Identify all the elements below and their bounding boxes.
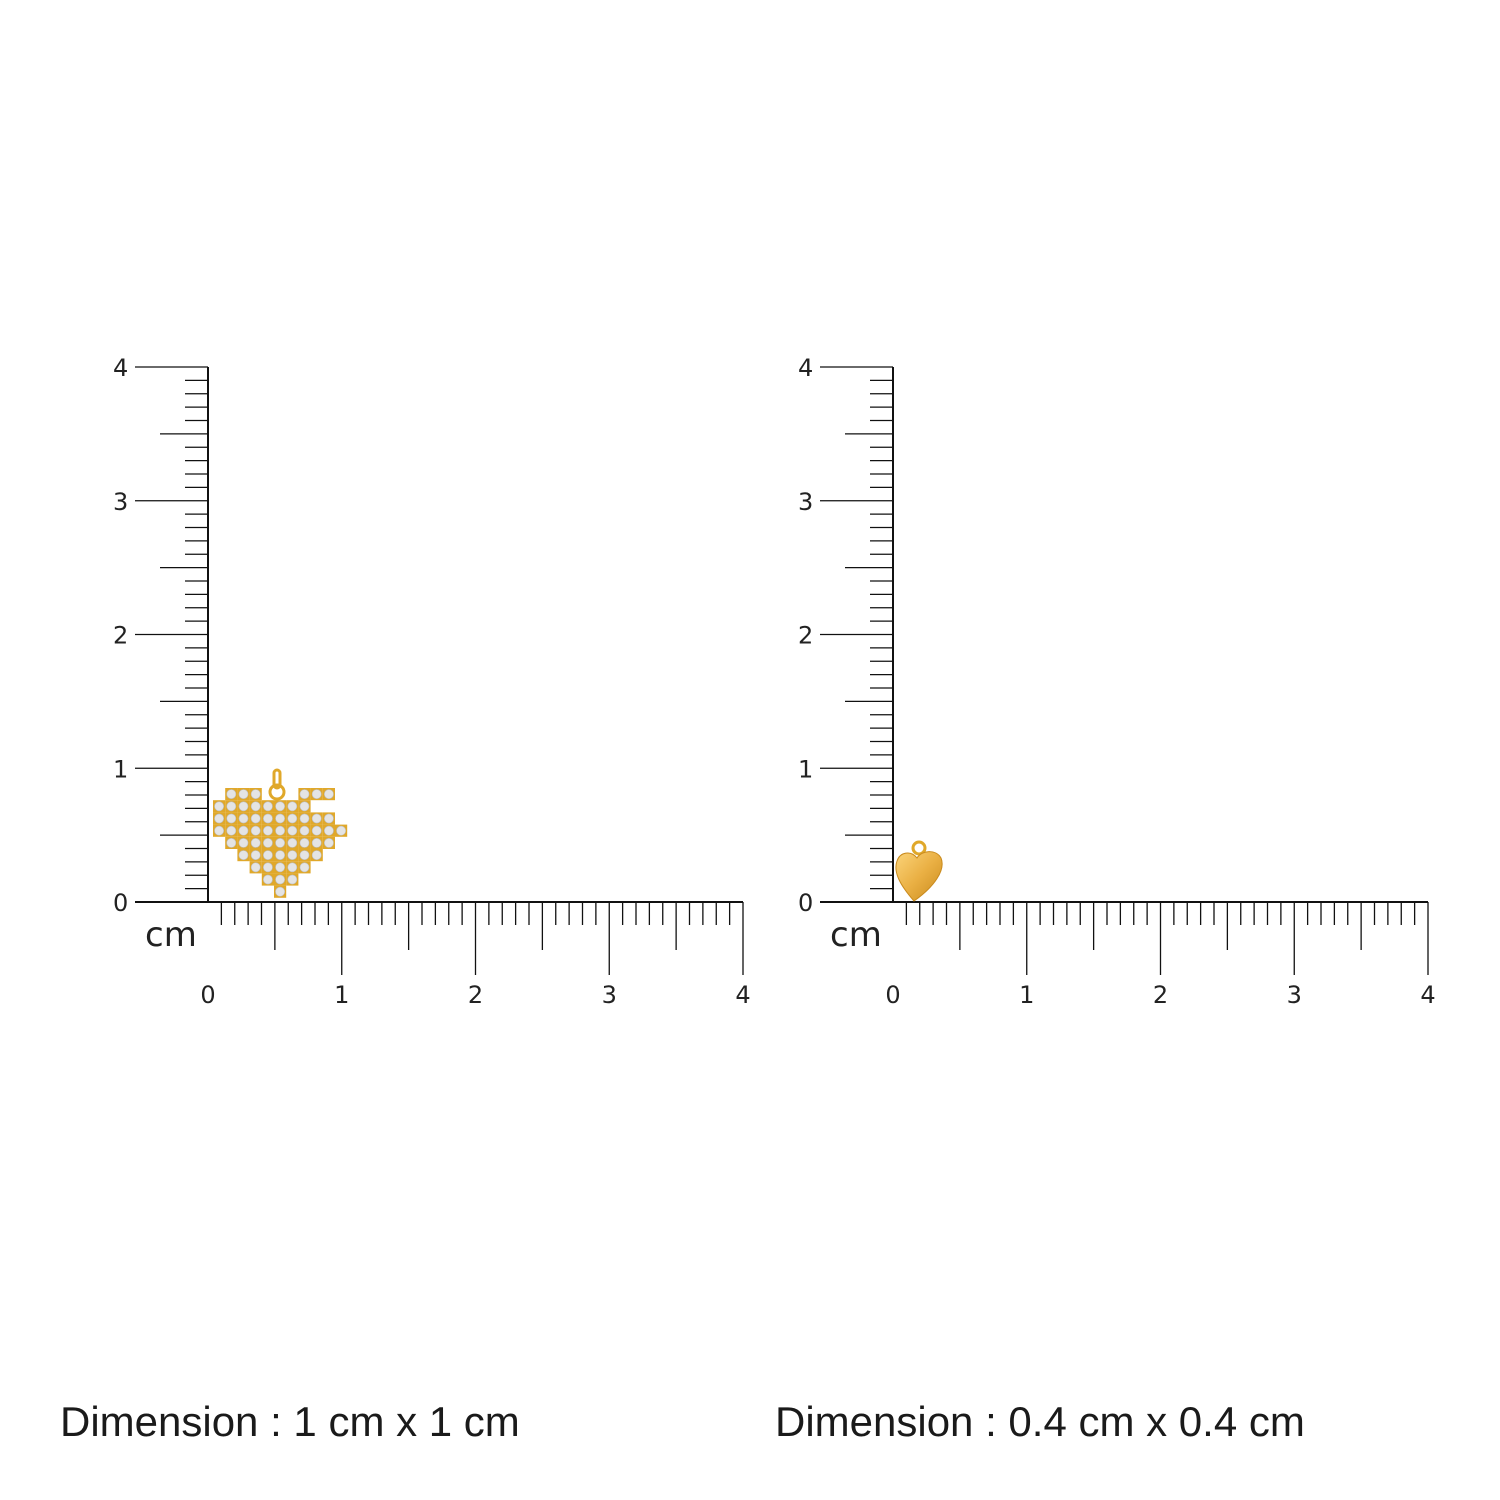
stone <box>262 838 273 848</box>
x-tick-label: 1 <box>334 981 349 1009</box>
stone <box>287 825 298 836</box>
stone <box>262 874 273 885</box>
stone <box>262 850 273 860</box>
pave-pixel-heart-pendant-icon <box>213 768 348 898</box>
stone <box>275 801 285 812</box>
stone <box>287 874 298 885</box>
stone <box>250 813 261 824</box>
bail <box>272 768 282 790</box>
stone <box>250 825 261 836</box>
unit-label: cm <box>830 915 882 955</box>
heart-body <box>895 851 943 902</box>
y-tick-label: 4 <box>798 354 813 382</box>
x-tick-label: 3 <box>602 981 617 1009</box>
y-tick-label: 0 <box>113 889 128 917</box>
x-tick-label: 1 <box>1019 981 1034 1009</box>
x-tick-label: 4 <box>735 981 750 1009</box>
stone <box>299 813 310 824</box>
stone <box>226 825 237 836</box>
stone <box>250 801 261 812</box>
jump-ring <box>268 783 286 801</box>
stone <box>299 862 310 873</box>
stone <box>262 801 273 812</box>
x-tick-label: 0 <box>200 981 215 1009</box>
x-tick-label: 3 <box>1287 981 1302 1009</box>
ruler-panel-right: cm 0 1 2 3 4 0 1 2 3 4 <box>798 354 1436 1009</box>
y-tick-label: 2 <box>113 622 128 650</box>
stone <box>238 825 249 836</box>
stone <box>336 825 346 836</box>
stone <box>262 813 273 824</box>
jump-ring <box>911 840 927 856</box>
stone <box>323 789 334 799</box>
stone <box>275 825 285 836</box>
y-tick-label: 0 <box>798 889 813 917</box>
stone <box>311 813 322 824</box>
stone <box>287 862 298 873</box>
x-tick-label: 2 <box>468 981 483 1009</box>
y-tick-label: 1 <box>798 755 813 783</box>
stone <box>323 825 334 836</box>
x-tick-label: 0 <box>885 981 900 1009</box>
stone <box>311 825 322 836</box>
stone <box>226 838 237 848</box>
stone <box>299 850 310 860</box>
stone <box>275 874 285 885</box>
x-tick-label: 2 <box>1153 981 1168 1009</box>
x-tick-label: 4 <box>1420 981 1435 1009</box>
y-tick-label: 3 <box>798 488 813 516</box>
stone <box>262 825 273 836</box>
dimension-text-left: Dimension : 1 cm x 1 cm <box>60 1398 520 1445</box>
stone <box>311 838 322 848</box>
stone <box>214 813 224 824</box>
stone <box>287 813 298 824</box>
stone <box>250 862 261 873</box>
stone <box>214 801 224 812</box>
stone <box>250 789 261 799</box>
ruler-panel-left: cm 0 1 2 3 4 0 1 2 3 4 <box>113 354 751 1009</box>
stone <box>311 789 322 799</box>
stone <box>250 838 261 848</box>
stone <box>262 862 273 873</box>
y-tick-label: 4 <box>113 354 128 382</box>
stone <box>287 801 298 812</box>
stone <box>299 825 310 836</box>
stone <box>275 813 285 824</box>
y-tick-label: 1 <box>113 755 128 783</box>
stone <box>214 825 224 836</box>
stone <box>287 838 298 848</box>
stone <box>287 850 298 860</box>
stone <box>311 850 322 860</box>
stone <box>299 838 310 848</box>
stone <box>238 813 249 824</box>
y-tick-label: 2 <box>798 622 813 650</box>
stone <box>226 801 237 812</box>
stone <box>299 789 310 799</box>
stone <box>226 789 237 799</box>
stone <box>238 789 249 799</box>
stone <box>275 886 285 897</box>
stone <box>250 850 261 860</box>
y-tick-label: 3 <box>113 488 128 516</box>
stone <box>323 813 334 824</box>
stone <box>238 850 249 860</box>
gold-puffed-heart-charm-icon <box>895 840 943 902</box>
stone <box>323 838 334 848</box>
stone <box>299 801 310 812</box>
stone <box>238 838 249 848</box>
dimension-text-right: Dimension : 0.4 cm x 0.4 cm <box>775 1398 1305 1445</box>
stone <box>275 850 285 860</box>
unit-label: cm <box>145 915 197 955</box>
stone <box>275 862 285 873</box>
stone <box>275 838 285 848</box>
stone <box>226 813 237 824</box>
stone <box>238 801 249 812</box>
